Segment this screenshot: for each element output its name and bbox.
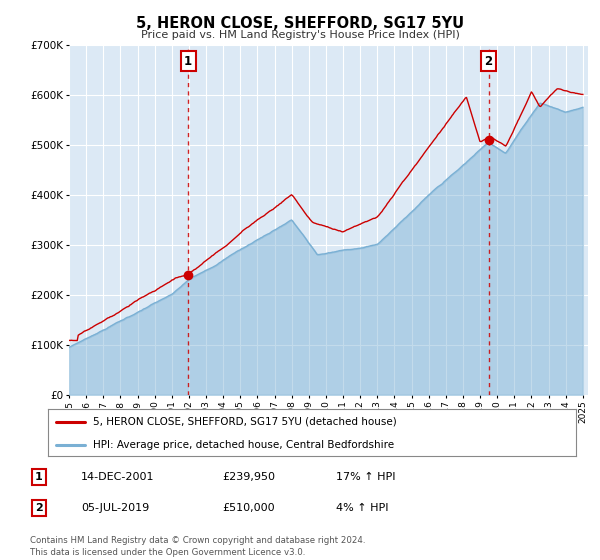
Text: 2: 2 (485, 55, 493, 68)
Text: 14-DEC-2001: 14-DEC-2001 (81, 472, 155, 482)
Text: Contains HM Land Registry data © Crown copyright and database right 2024.
This d: Contains HM Land Registry data © Crown c… (30, 536, 365, 557)
Text: 1: 1 (184, 55, 192, 68)
Text: 17% ↑ HPI: 17% ↑ HPI (336, 472, 395, 482)
Text: £239,950: £239,950 (222, 472, 275, 482)
Text: 1: 1 (35, 472, 43, 482)
Text: 4% ↑ HPI: 4% ↑ HPI (336, 503, 389, 513)
Text: HPI: Average price, detached house, Central Bedfordshire: HPI: Average price, detached house, Cent… (93, 440, 394, 450)
Text: 2: 2 (35, 503, 43, 513)
Text: 05-JUL-2019: 05-JUL-2019 (81, 503, 149, 513)
Text: 5, HERON CLOSE, SHEFFORD, SG17 5YU: 5, HERON CLOSE, SHEFFORD, SG17 5YU (136, 16, 464, 31)
Text: £510,000: £510,000 (222, 503, 275, 513)
Text: Price paid vs. HM Land Registry's House Price Index (HPI): Price paid vs. HM Land Registry's House … (140, 30, 460, 40)
Text: 5, HERON CLOSE, SHEFFORD, SG17 5YU (detached house): 5, HERON CLOSE, SHEFFORD, SG17 5YU (deta… (93, 417, 397, 427)
